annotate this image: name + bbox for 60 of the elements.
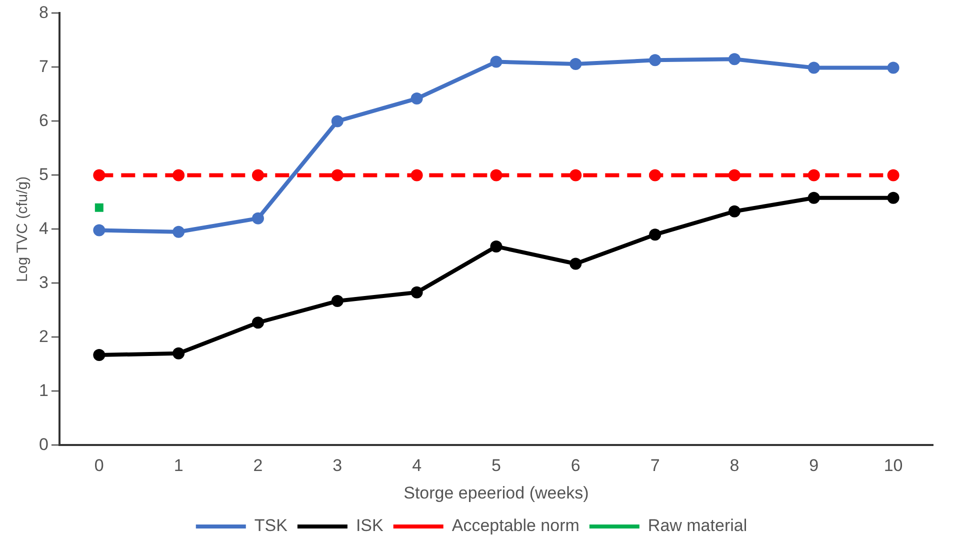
point	[649, 169, 662, 182]
point	[887, 62, 900, 74]
point	[93, 169, 106, 182]
legend-label: Acceptable norm	[452, 516, 580, 536]
point	[331, 115, 344, 128]
point	[490, 169, 502, 182]
point	[252, 169, 264, 182]
x-tick-label: 5	[491, 456, 501, 476]
x-axis-title: Storge epeeriod (weeks)	[404, 483, 589, 502]
y-tick-label: 4	[38, 218, 48, 238]
point	[887, 169, 900, 182]
point	[887, 192, 900, 204]
x-tick-label: 0	[94, 456, 104, 476]
x-tick-label: 9	[809, 456, 819, 476]
x-tick-label: 7	[650, 456, 660, 476]
x-tick-label: 8	[730, 456, 740, 476]
x-tick-label: 1	[174, 456, 184, 476]
point	[93, 349, 106, 362]
y-tick-label: 1	[38, 380, 48, 400]
x-tick-label: 3	[332, 456, 342, 476]
point	[570, 58, 582, 70]
y-tick-label: 0	[38, 434, 48, 454]
point	[728, 205, 740, 218]
point	[172, 169, 185, 182]
point	[252, 316, 264, 329]
point	[410, 169, 423, 182]
point	[649, 228, 662, 241]
point	[490, 56, 502, 68]
y-axis-title: Log TVC (cfu/g)	[14, 176, 32, 282]
point	[410, 92, 423, 105]
legend-label: ISK	[356, 516, 384, 536]
point	[728, 53, 740, 66]
point	[252, 212, 264, 224]
x-tick-label: 4	[412, 456, 422, 476]
point	[94, 203, 104, 212]
y-tick-label: 2	[38, 326, 48, 346]
point	[570, 169, 582, 182]
point	[410, 286, 423, 298]
x-tick-label: 10	[884, 456, 903, 476]
point	[93, 224, 106, 236]
point	[570, 258, 582, 270]
point	[808, 192, 820, 204]
point	[172, 347, 185, 360]
y-tick-label: 3	[38, 272, 48, 292]
point	[728, 169, 740, 182]
y-tick-label: 7	[38, 56, 48, 76]
point	[331, 295, 344, 308]
point	[649, 54, 662, 66]
x-tick-label: 2	[253, 456, 263, 476]
point	[331, 169, 344, 182]
legend-label: TSK	[254, 516, 288, 536]
y-tick-label: 6	[38, 110, 48, 130]
y-tick-label: 5	[38, 164, 48, 184]
point	[490, 240, 502, 252]
point	[808, 169, 820, 182]
x-tick-label: 6	[570, 456, 580, 476]
point	[808, 62, 820, 74]
point	[172, 226, 185, 238]
y-tick-label: 8	[38, 2, 48, 22]
legend-label: Raw material	[648, 516, 748, 536]
